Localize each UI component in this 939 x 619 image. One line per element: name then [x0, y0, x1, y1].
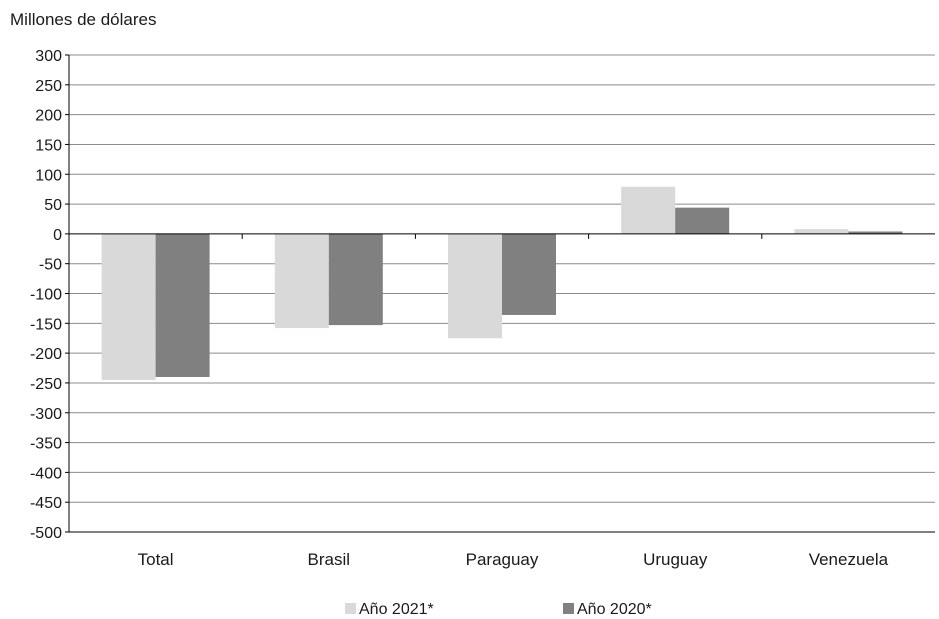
y-tick-labels: 300 250 200 150 100 50 0 -50 -100 -150 -200 -250 -30…: [30, 48, 62, 542]
bar-venezuela-series-1: [794, 229, 849, 234]
category-label: Uruguay: [643, 550, 708, 569]
bar-paraguay-series-2: [502, 233, 556, 315]
legend-label: Año 2021*: [359, 601, 434, 618]
y-axis-label: Millones de dólares: [10, 10, 156, 29]
bar-brasil-series-1: [274, 233, 329, 329]
y-tick-label: -100: [30, 287, 62, 304]
y-tick-label: 50: [44, 197, 62, 214]
y-tick-label: 250: [35, 78, 62, 95]
y-tick-label: 200: [35, 108, 62, 125]
y-tick-label: -400: [30, 465, 62, 482]
y-tick-label: -50: [39, 257, 62, 274]
y-tick-label: -250: [30, 376, 62, 393]
bar-uruguay-series-1: [621, 186, 676, 234]
bar-paraguay-series-1: [448, 233, 502, 339]
y-tick-label: 150: [35, 137, 62, 154]
category-labels: Total Brasil Paraguay Uruguay Venezuela: [138, 550, 889, 569]
y-tick-label: 100: [35, 167, 62, 184]
category-label: Venezuela: [809, 550, 889, 569]
category-label: Brasil: [308, 550, 351, 569]
bar-brasil-series-2: [328, 233, 383, 326]
y-tick-label: -500: [30, 525, 62, 542]
y-tick-label: -350: [30, 436, 62, 453]
y-tick-label: -200: [30, 346, 62, 363]
bars: [101, 186, 903, 380]
bar-total-series-2: [155, 233, 210, 377]
gridlines: [69, 54, 935, 503]
y-tick-label: 300: [35, 48, 62, 65]
y-tick-label: -150: [30, 316, 62, 333]
bar-uruguay-series-2: [675, 207, 730, 234]
bar-total-series-1: [101, 233, 156, 380]
category-label: Total: [138, 550, 174, 569]
bar-venezuela-series-2: [848, 231, 903, 234]
y-tick-label: 0: [53, 227, 62, 244]
legend-label: Año 2020*: [577, 601, 652, 618]
legend-swatch: [345, 603, 356, 614]
y-tick-label: -450: [30, 495, 62, 512]
legend: Año 2021* Año 2020*: [345, 601, 652, 618]
legend-swatch: [563, 603, 574, 614]
category-label: Paraguay: [466, 550, 539, 569]
axes: [65, 54, 935, 533]
y-tick-label: -300: [30, 406, 62, 423]
